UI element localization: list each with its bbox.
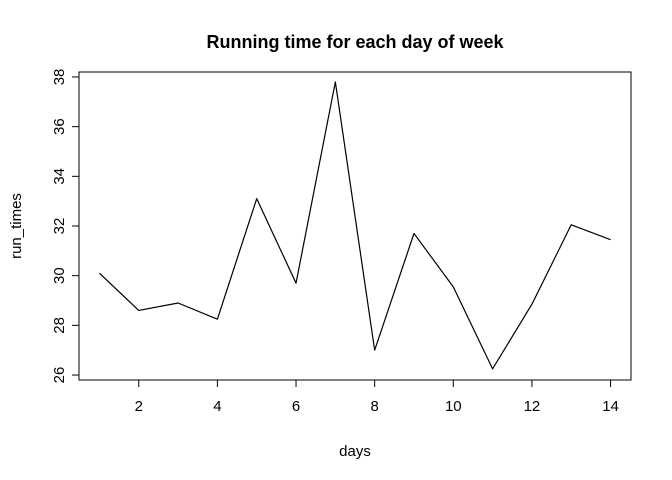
x-axis-label: days [339,443,371,460]
y-tick-label: 36 [51,118,68,135]
y-tick-label: 30 [51,267,68,284]
chart-title: Running time for each day of week [206,32,504,52]
y-tick-label: 32 [51,218,68,235]
y-axis: 26 28 30 32 34 36 38 [51,69,80,384]
x-axis: 2 4 6 8 10 12 14 [135,379,619,415]
x-tick-label: 6 [292,398,300,415]
x-tick-label: 2 [135,398,143,415]
x-tick-label: 8 [370,398,378,415]
x-tick-label: 4 [213,398,221,415]
y-tick-label: 38 [51,69,68,86]
x-tick-label: 10 [445,398,462,415]
y-tick-label: 28 [51,317,68,334]
series-line [99,81,611,370]
y-axis-label: run_times [8,193,25,259]
y-tick-label: 34 [51,168,68,185]
series-group [99,81,611,370]
y-tick-label: 26 [51,367,68,384]
x-tick-label: 14 [602,398,619,415]
x-tick-label: 12 [524,398,541,415]
plot-frame [78,71,632,381]
